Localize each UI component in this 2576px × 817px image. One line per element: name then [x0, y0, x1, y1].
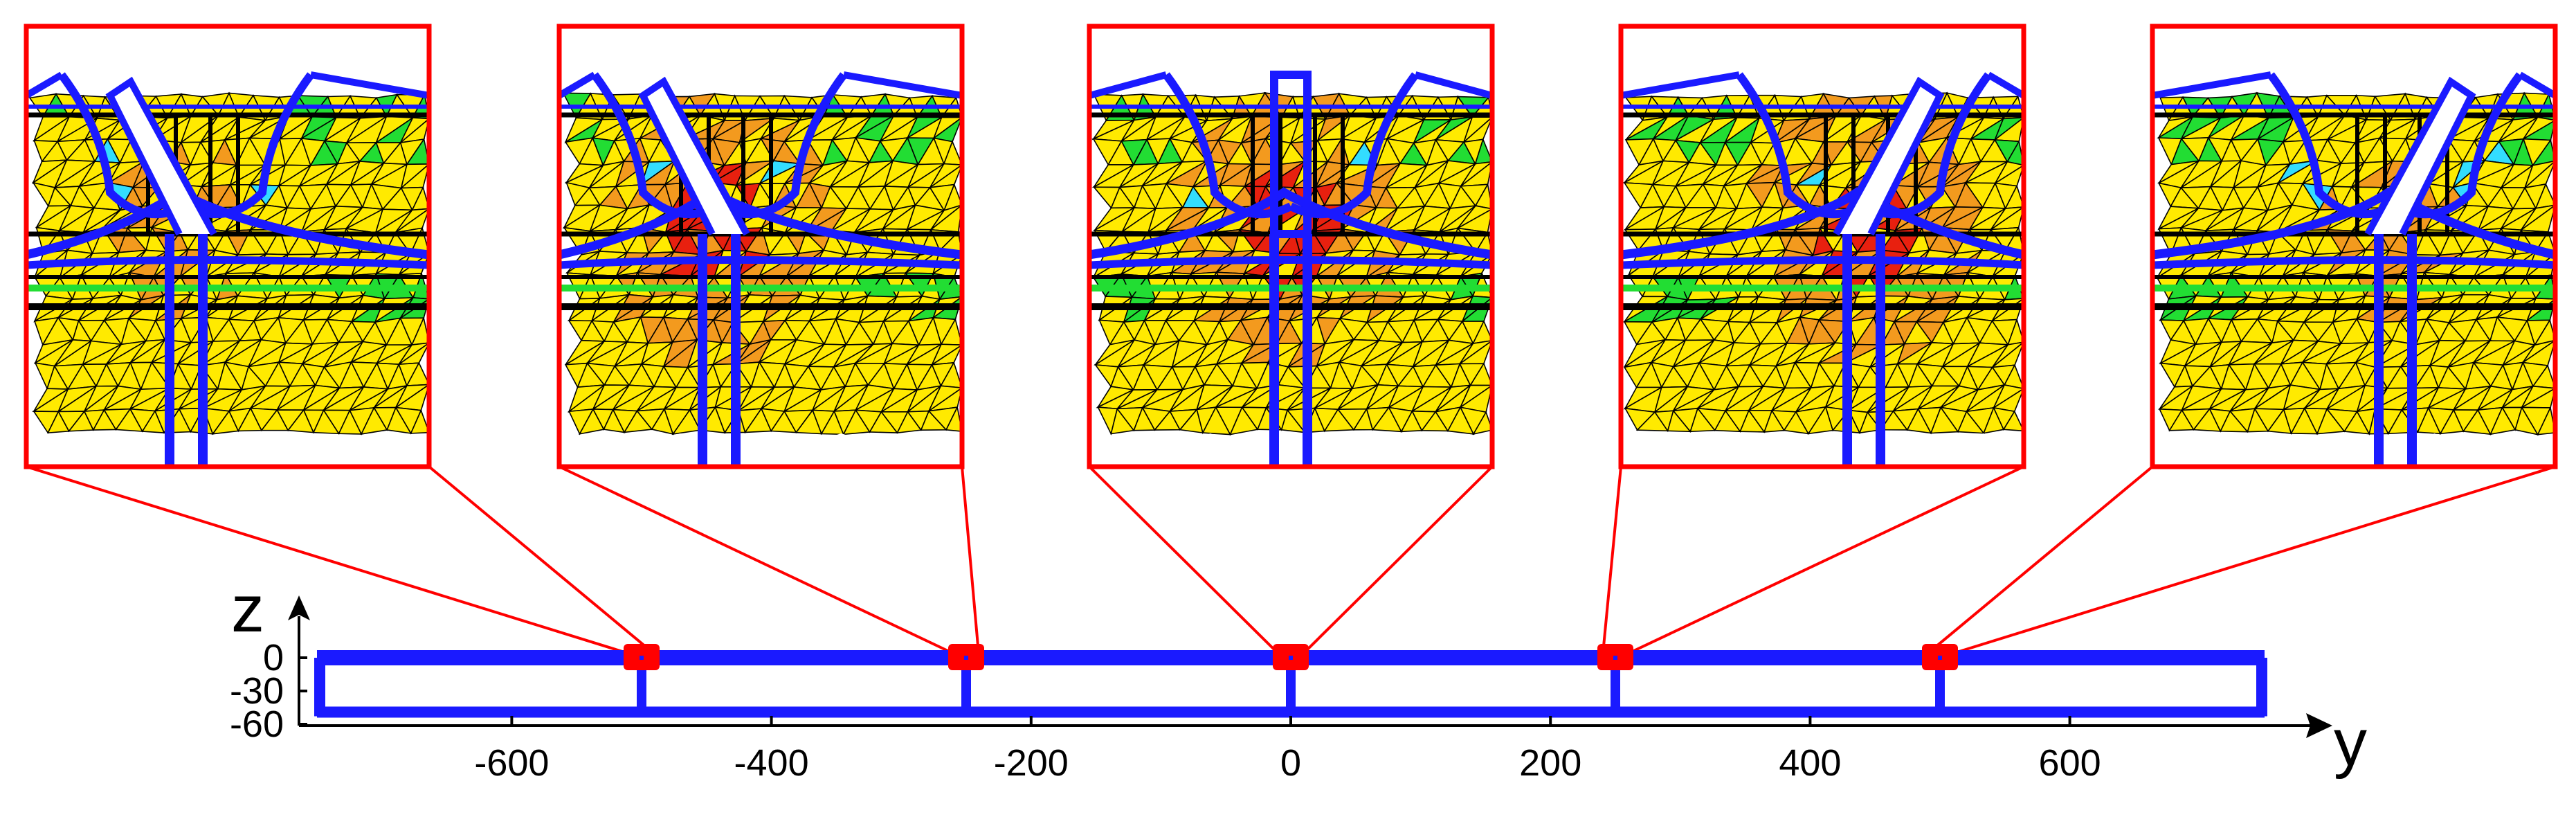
axes: y z -600 -400 -200 0 200 400 600 0-30-60: [230, 572, 2367, 784]
u-profile-right: [1862, 72, 1992, 219]
y-axis-label: y: [2334, 706, 2367, 780]
top-edge: [26, 71, 64, 99]
u-profile-right: [2393, 72, 2523, 219]
y-tick-label: 0: [1280, 742, 1301, 784]
mesh-bottom-edge: [1621, 433, 2024, 467]
tilted-post: [638, 76, 750, 236]
frame-structure: [314, 644, 2267, 718]
top-edge: [1986, 71, 2024, 99]
zoom-connector-lines: [26, 465, 2556, 655]
joint-center: [1938, 656, 1942, 660]
mesh-bottom-edge: [1089, 433, 1492, 467]
zoom-connector: [1926, 465, 2154, 655]
top-edge: [2518, 71, 2555, 99]
mesh-region: [26, 71, 429, 467]
tilted-post: [2364, 76, 2476, 236]
mesh-triangle: [1472, 411, 1492, 436]
zoom-inset-border: [556, 24, 965, 469]
mesh-region: [2152, 71, 2555, 467]
mesh-region: [1621, 71, 2024, 467]
joint-center: [1289, 656, 1293, 660]
joint-center: [1613, 656, 1617, 660]
u-profile-right: [717, 72, 847, 219]
top-edge: [1089, 71, 1168, 99]
mesh-region: [1089, 71, 1492, 467]
zoom-inset-border: [1087, 24, 1495, 469]
zoom-inset: [24, 24, 432, 469]
u-profile-right: [184, 72, 314, 219]
u-profile-left: [1163, 72, 1293, 219]
mesh-bottom-edge: [559, 433, 962, 467]
y-tick-label: -600: [474, 742, 549, 784]
zoom-connector: [1602, 466, 1622, 654]
beam-member: [1621, 256, 2024, 269]
u-profile-left: [58, 72, 188, 219]
y-tick-label: 600: [2039, 742, 2101, 784]
top-edge: [2152, 71, 2271, 99]
z-axis-ticks: 0-30-60: [230, 637, 307, 745]
zoom-inset-border: [24, 24, 432, 469]
beam-member: [1089, 256, 1492, 269]
zoom-connector: [1302, 465, 1494, 655]
y-axis-arrow: [2306, 713, 2332, 738]
center-post: [1270, 71, 1312, 238]
mesh-triangle: [410, 408, 429, 434]
mesh-region: [559, 71, 962, 467]
zoom-inset: [556, 24, 965, 469]
zoom-inset: [2150, 24, 2558, 469]
beam-member: [559, 256, 962, 269]
beam-member: [2152, 256, 2555, 269]
y-tick-label: -200: [994, 742, 1069, 784]
zoom-inset: [1618, 24, 2026, 469]
zoom-insets: [24, 24, 2558, 469]
joint-center: [640, 656, 644, 660]
mesh-triangle: [2002, 410, 2024, 432]
z-axis-label: z: [231, 572, 264, 646]
top-edge: [559, 71, 597, 99]
zoom-inset-border: [1618, 24, 2026, 469]
u-profile-left: [591, 72, 721, 219]
z-tick-label: -30: [230, 670, 284, 712]
zoom-inset-border: [2150, 24, 2558, 469]
beam-member: [26, 256, 429, 269]
tilted-post: [105, 76, 217, 236]
top-edge: [843, 71, 962, 99]
beam-member: [1089, 187, 1492, 260]
zoom-connector: [961, 466, 980, 654]
z-tick-label: 0: [263, 637, 284, 679]
zoom-connector: [559, 465, 954, 655]
mesh-bottom-edge: [2152, 433, 2555, 467]
y-axis-ticks: -600 -400 -200 0 200 400 600: [474, 716, 2101, 784]
joint-center: [964, 656, 968, 660]
y-tick-label: -400: [734, 742, 809, 784]
zoom-connector: [1627, 465, 2024, 655]
u-profile-right: [1289, 72, 1419, 219]
zoom-connector: [1952, 465, 2556, 655]
zoom-connector: [428, 465, 655, 655]
top-edge: [310, 71, 429, 99]
zoom-connector: [26, 465, 630, 655]
z-axis-arrow: [288, 595, 310, 620]
zoom-connector: [1088, 465, 1280, 655]
top-edge: [1414, 71, 1492, 99]
u-profile-left: [1736, 72, 1866, 219]
mesh-bottom-edge: [26, 433, 429, 467]
tilted-post: [1833, 76, 1945, 236]
top-edge: [1621, 71, 1740, 99]
zoom-inset: [1087, 24, 1495, 469]
y-tick-label: 400: [1779, 742, 1841, 784]
z-tick-label: -60: [230, 703, 284, 745]
mesh-triangle: [2537, 406, 2555, 436]
u-profile-left: [2267, 72, 2397, 219]
y-tick-label: 200: [1519, 742, 1581, 784]
